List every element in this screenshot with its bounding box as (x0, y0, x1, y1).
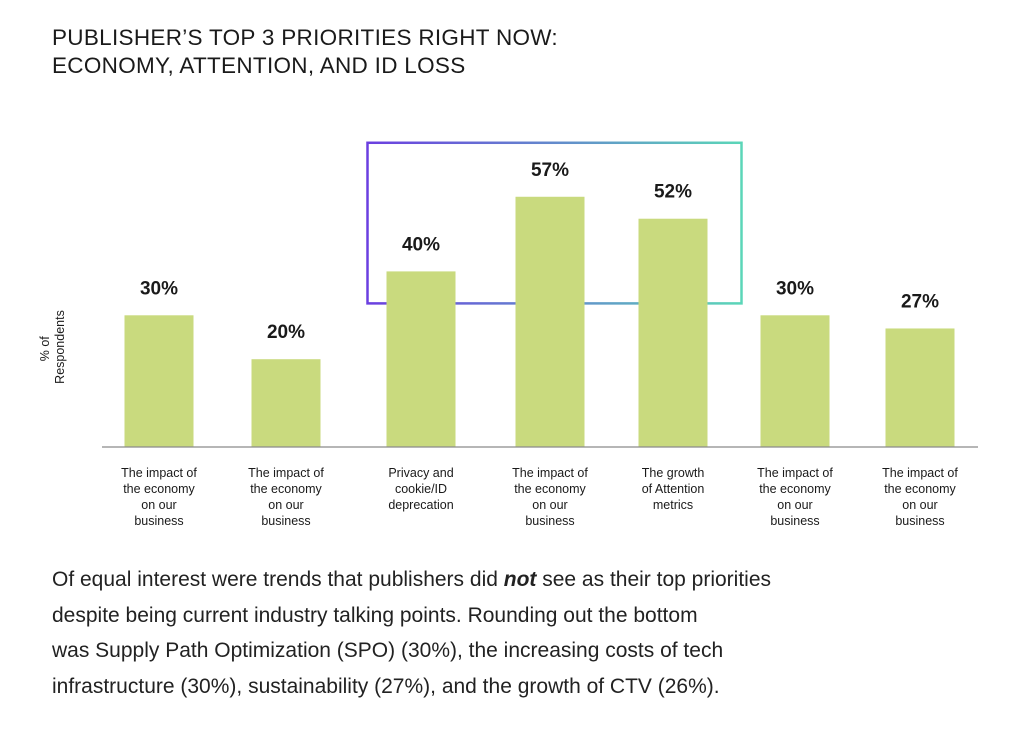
value-label-7: 27% (901, 291, 939, 312)
category-label-4: The impact of the economy on our business (512, 466, 588, 528)
body-line-1-pre: Of equal interest were trends that publi… (52, 568, 504, 591)
value-label-6: 30% (776, 278, 814, 299)
bar-4 (515, 196, 585, 447)
chart-title-line-2: ECONOMY, ATTENTION, AND ID LOSS (52, 53, 466, 78)
bar-chart: 30% 20% 40% 57% 52% 30% 27% The impact of the e… (38, 141, 978, 528)
body-line-4: infrastructure (30%), sustainability (27… (52, 674, 720, 698)
category-label-7: The impact of the economy on our business (882, 466, 958, 528)
value-label-4: 57% (531, 160, 569, 181)
value-label-3: 40% (402, 234, 440, 255)
chart-title: PUBLISHER’S TOP 3 PRIORITIES RIGHT NOW: … (52, 24, 558, 80)
value-label-5: 52% (654, 182, 692, 203)
bar-6 (760, 315, 830, 447)
category-label-1: The impact of the economy on our business (121, 466, 197, 528)
value-label-1: 30% (140, 278, 178, 299)
y-axis-label: % of Respondents (38, 310, 67, 384)
value-label-2: 20% (267, 322, 305, 343)
bar-5 (638, 218, 708, 447)
bar-2 (251, 359, 321, 447)
body-emphasis: not (503, 568, 537, 591)
bar-1 (124, 315, 194, 447)
category-label-5: The growth of Attention metrics (642, 466, 705, 512)
body-line-1: Of equal interest were trends that publi… (52, 562, 992, 598)
body-line-3: was Supply Path Optimization (SPO) (30%)… (52, 639, 724, 662)
category-label-6: The impact of the economy on our business (757, 466, 833, 528)
body-paragraph: Of equal interest were trends that publi… (52, 562, 992, 704)
body-line-1-post: see as their top priorities (536, 568, 772, 591)
chart-title-line-1: PUBLISHER’S TOP 3 PRIORITIES RIGHT NOW: (52, 25, 558, 50)
category-label-2: The impact of the economy on our business (248, 466, 324, 528)
bar-7 (885, 328, 955, 447)
bar-3 (386, 271, 456, 447)
category-label-3: Privacy and cookie/ID deprecation (388, 466, 453, 512)
body-line-2: despite being current industry talking p… (52, 603, 698, 627)
